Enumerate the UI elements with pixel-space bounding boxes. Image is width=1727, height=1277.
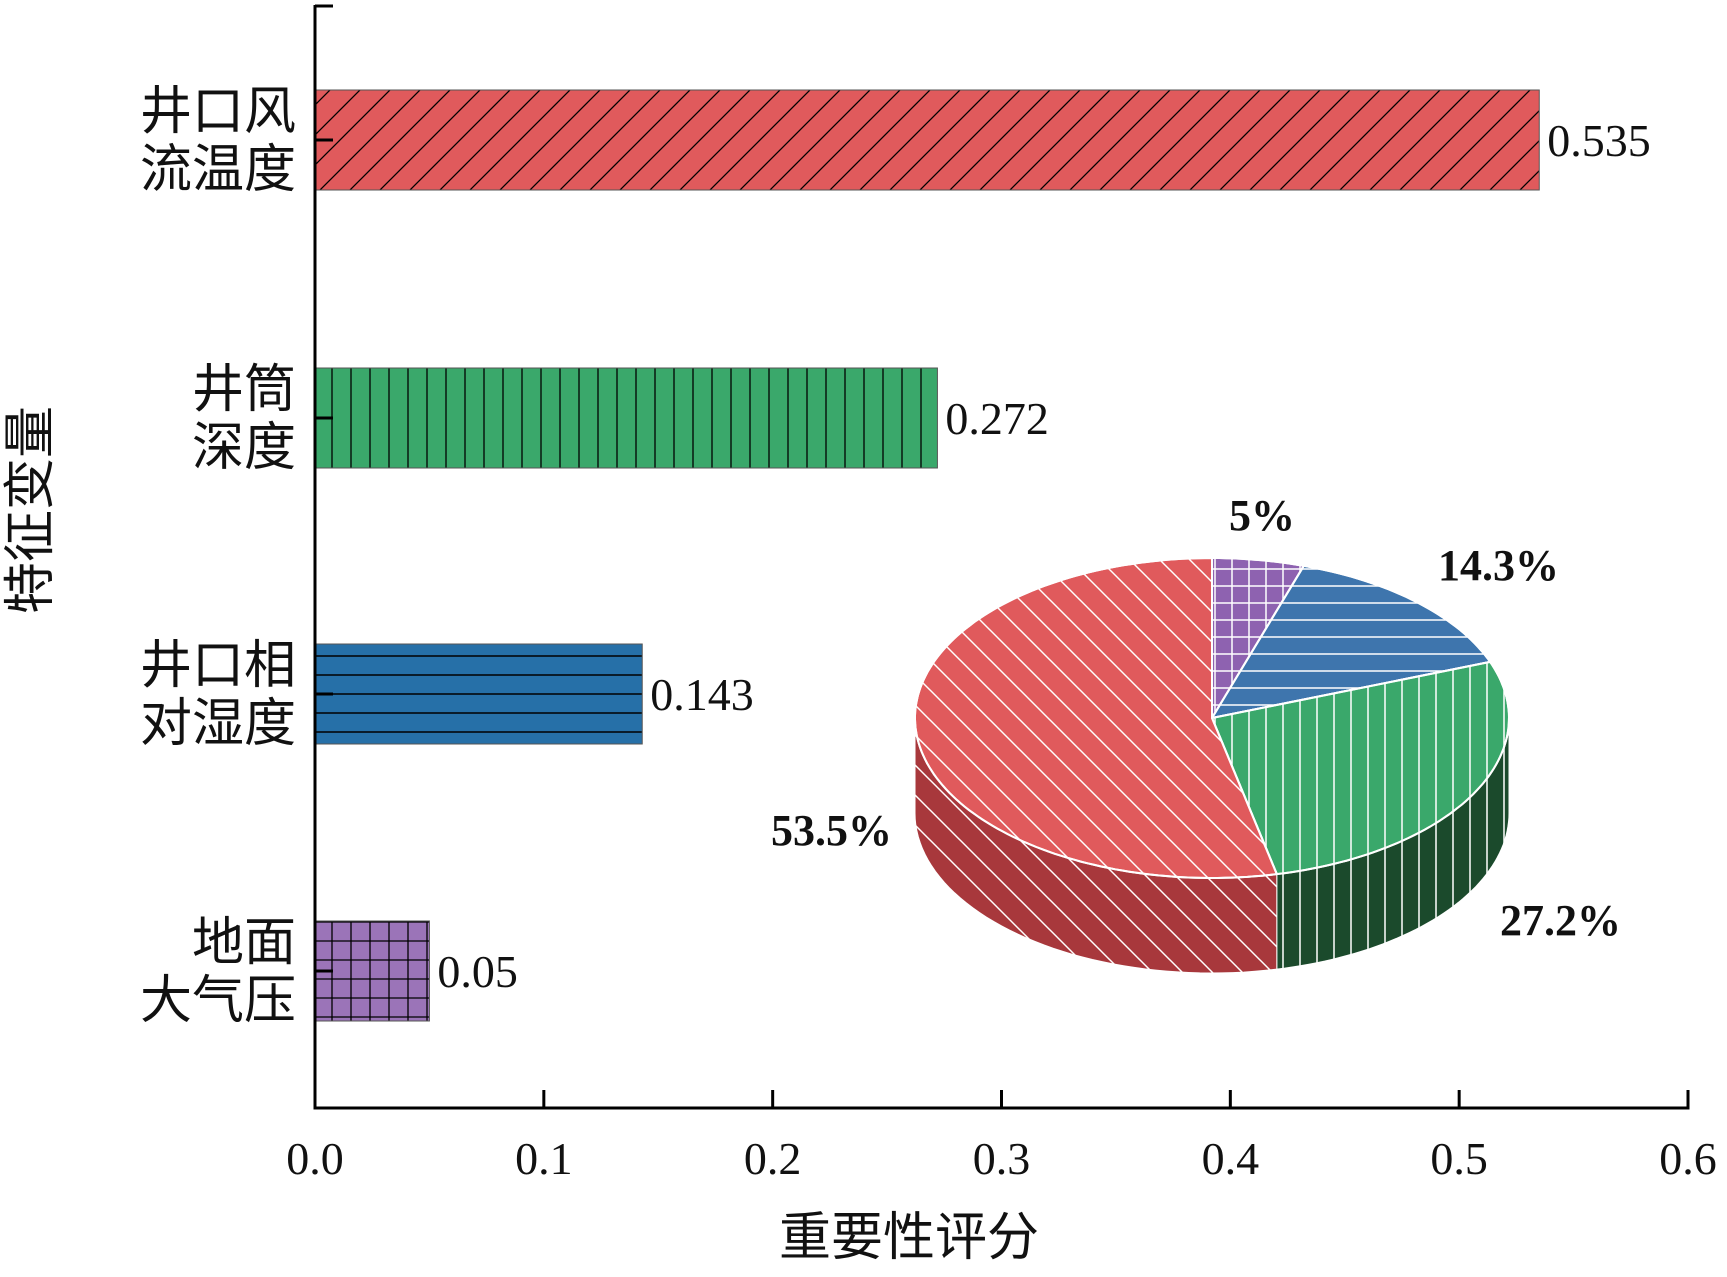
bar-4-pattern [314, 920, 430, 1022]
category-label: 对湿度 [140, 694, 296, 754]
axes: 0.0 0.1 0.2 0.3 0.4 0.5 0.6 [286, 4, 1717, 1184]
x-tick-label: 0.5 [1430, 1133, 1488, 1184]
bar-3-pattern [314, 643, 643, 745]
y-axis-title: 特征变量 [1, 406, 61, 614]
x-tick-label: 0.0 [286, 1133, 344, 1184]
x-tick-label: 0.1 [515, 1133, 573, 1184]
x-tick-label: 0.3 [973, 1133, 1031, 1184]
category-label: 井口风 [140, 82, 296, 142]
x-axis-title: 重要性评分 [779, 1208, 1039, 1268]
bar-value-label: 0.143 [650, 669, 754, 720]
pie-label: 53.5% [771, 806, 892, 855]
pie-slice-pattern [1209, 564, 1492, 720]
x-tick-label: 0.6 [1659, 1133, 1717, 1184]
category-label: 深度 [192, 418, 296, 478]
bar-value-label: 0.05 [437, 946, 517, 997]
pie-label: 27.2% [1500, 896, 1621, 945]
bar-value-label: 0.535 [1547, 115, 1651, 166]
pie-slice-side-pattern [915, 718, 1277, 973]
x-tick-label: 0.4 [1202, 1133, 1260, 1184]
category-label: 井筒 [192, 360, 296, 420]
category-label: 大气压 [140, 971, 296, 1031]
category-label: 井口相 [140, 636, 296, 696]
category-label: 流温度 [140, 140, 296, 200]
category-label: 地面 [192, 913, 296, 973]
bar-1-pattern [314, 89, 1540, 191]
x-tick-label: 0.2 [744, 1133, 802, 1184]
pie-label: 5% [1229, 491, 1295, 540]
pie-slice-pattern [1211, 557, 1306, 722]
pie-chart: 5% 14.3% 27.2% 53.5% [771, 491, 1621, 974]
pie-slice-side-pattern [1276, 718, 1509, 970]
pie-label: 14.3% [1438, 541, 1559, 590]
pie-slice-pattern [1210, 660, 1511, 876]
pie-slice-pattern [914, 556, 1279, 879]
bar-value-label: 0.272 [945, 393, 1049, 444]
bar-2-pattern [314, 367, 938, 469]
